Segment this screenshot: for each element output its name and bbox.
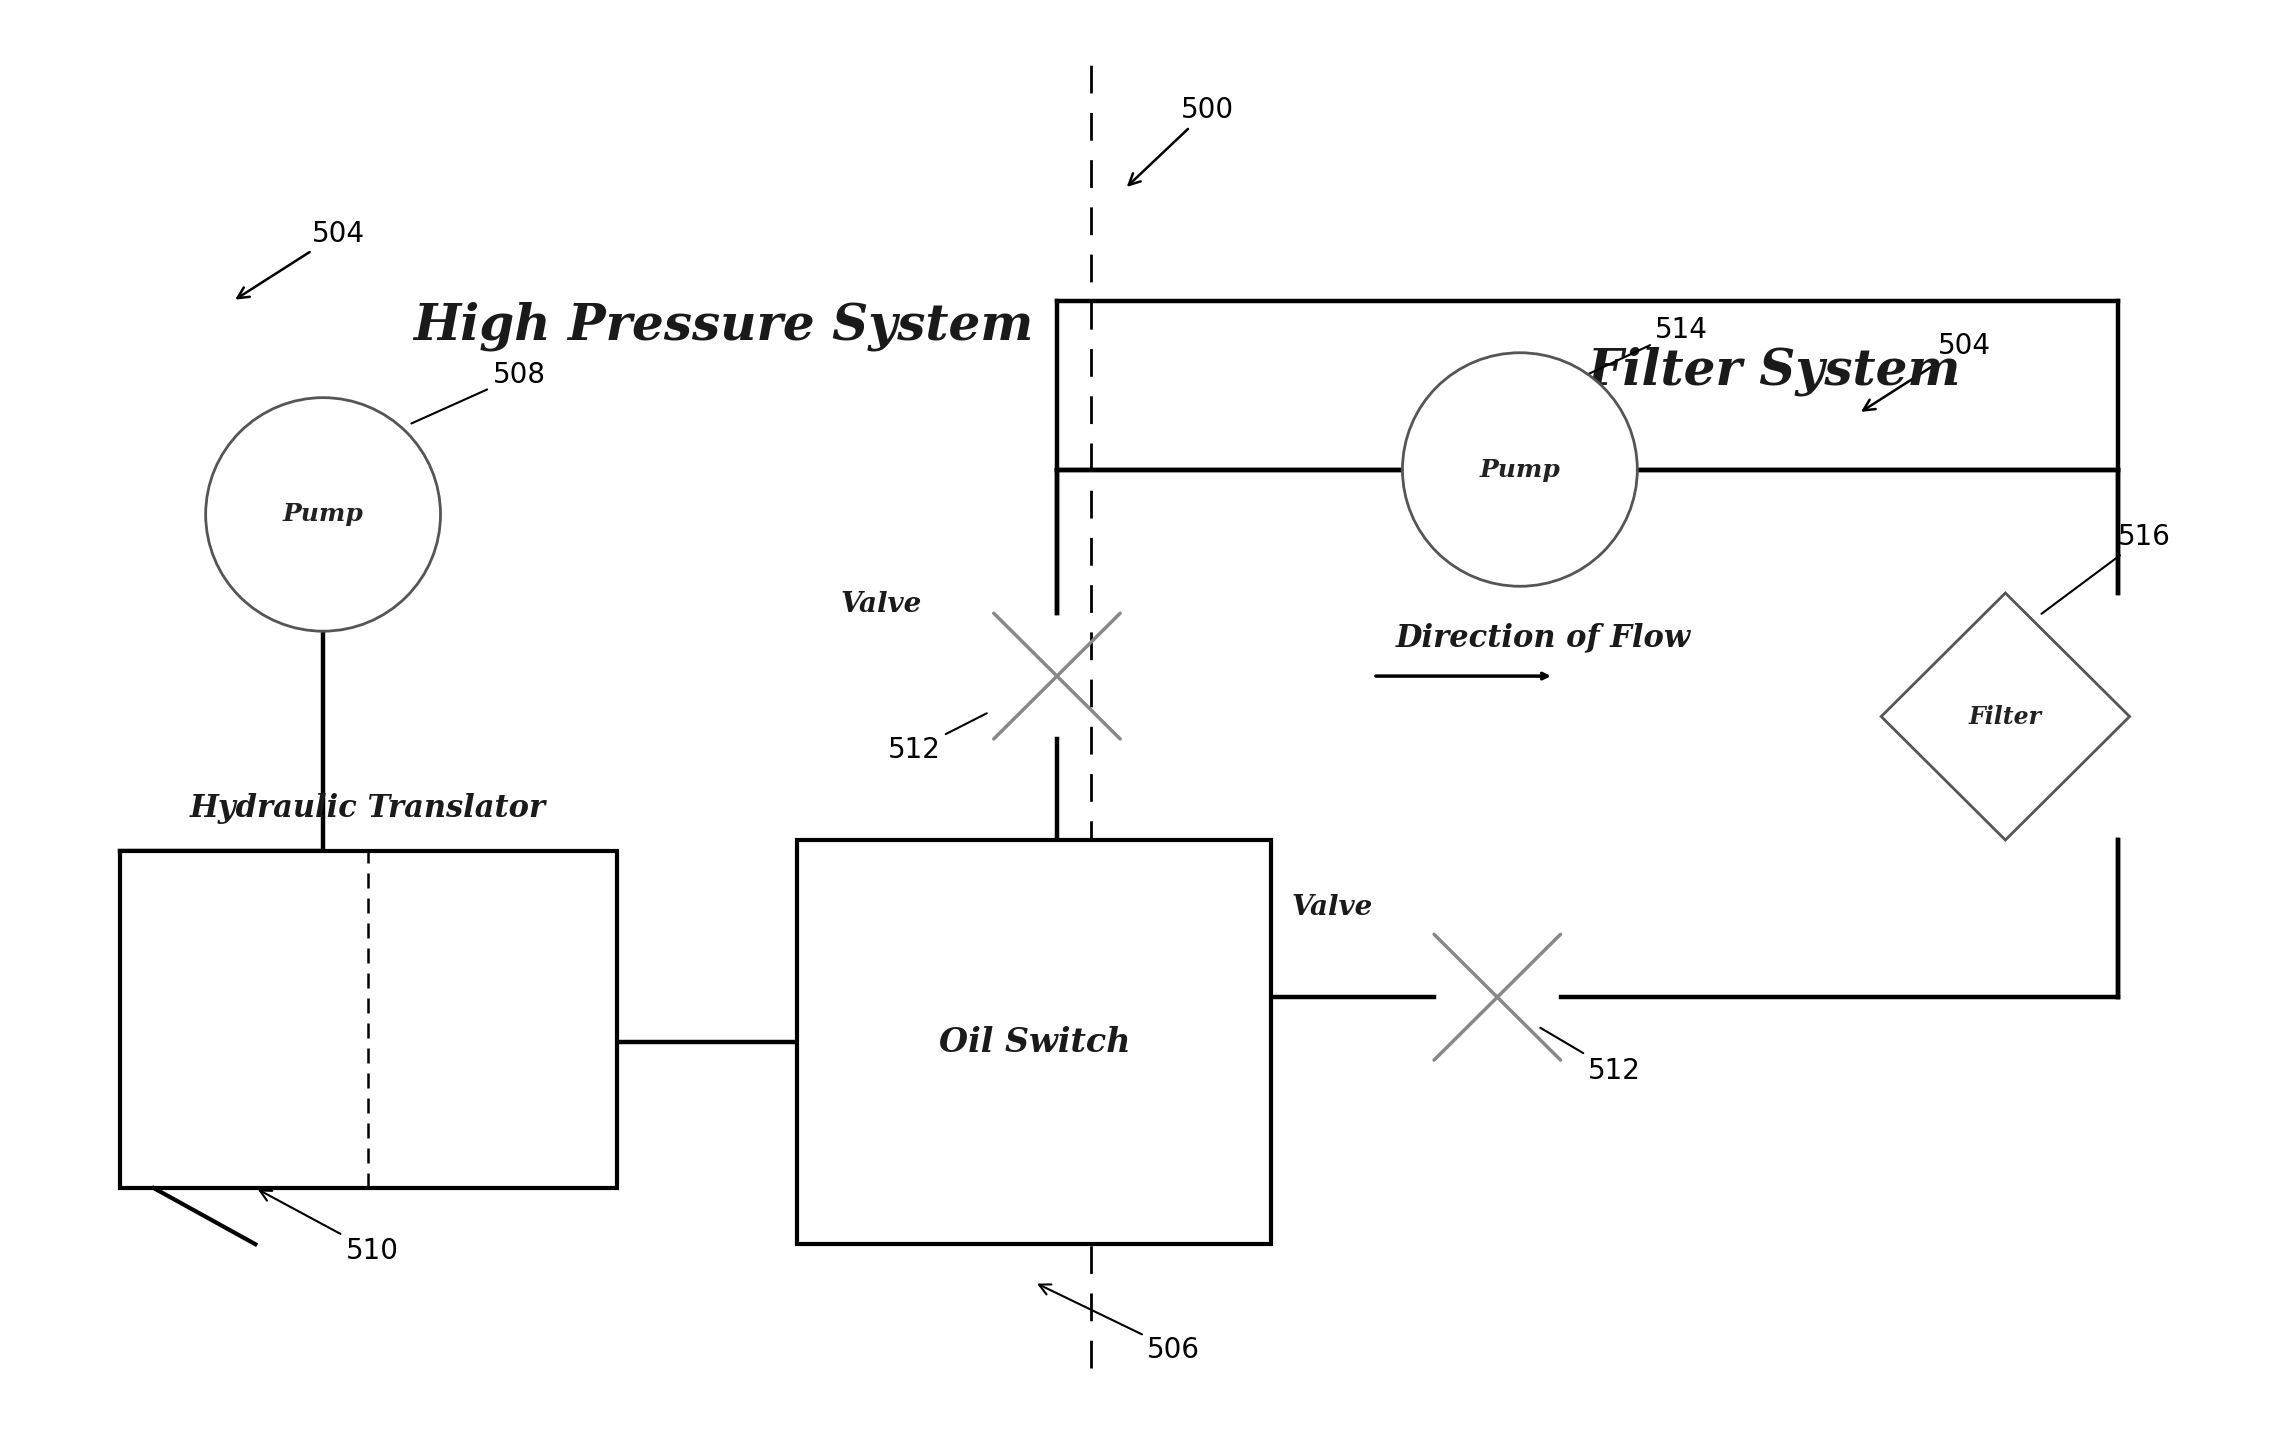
Text: Filter System: Filter System [1588,346,1961,395]
Text: 504: 504 [239,219,366,298]
Text: Valve: Valve [1293,894,1372,921]
Text: Oil Switch: Oil Switch [938,1025,1129,1058]
Text: 506: 506 [1038,1285,1200,1364]
Text: Pump: Pump [1479,457,1561,482]
Text: High Pressure System: High Pressure System [414,301,1034,350]
Text: Filter: Filter [1970,705,2043,728]
Bar [797,841,1272,1244]
Text: 500: 500 [1129,97,1234,185]
Text: Direction of Flow: Direction of Flow [1395,623,1690,653]
Text: 512: 512 [1540,1028,1640,1086]
Bar [120,851,616,1188]
Text: 512: 512 [888,714,986,764]
Text: 504: 504 [1863,332,1990,411]
Circle shape [207,398,441,632]
Text: 508: 508 [411,360,545,424]
Circle shape [1402,353,1638,587]
Polygon shape [1881,593,2129,841]
Text: 516: 516 [2043,523,2172,614]
Text: Hydraulic Translator: Hydraulic Translator [191,793,545,825]
Text: Valve: Valve [841,591,922,617]
Text: 514: 514 [1579,316,1709,378]
Text: Pump: Pump [282,502,364,526]
Text: 510: 510 [259,1191,398,1265]
